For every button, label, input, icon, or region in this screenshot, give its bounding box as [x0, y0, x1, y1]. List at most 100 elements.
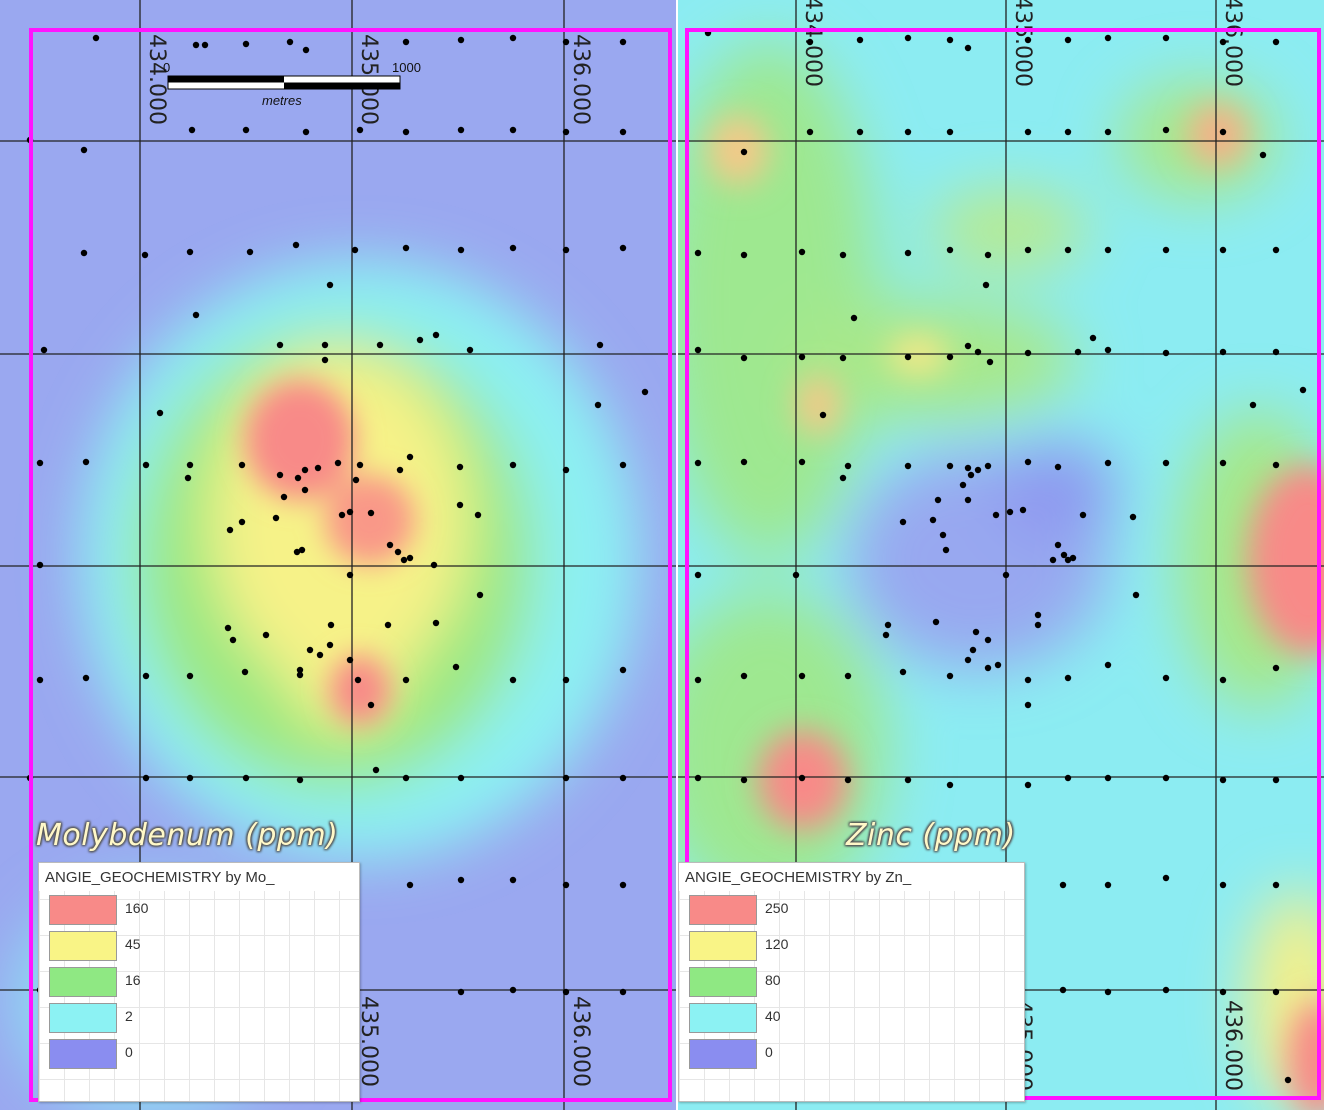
- legend-row: 250: [679, 891, 1024, 927]
- sample-point: [36, 676, 44, 684]
- sample-point: [974, 466, 982, 474]
- molybdenum-map-panel[interactable]: 434.000 435.000 436.000 435.000 436.000 …: [0, 0, 676, 1110]
- sample-point: [740, 672, 748, 680]
- sample-point: [992, 511, 1000, 519]
- sample-point: [562, 246, 570, 254]
- sample-point: [1129, 513, 1137, 521]
- legend-row: 0: [39, 1035, 359, 1071]
- sample-point: [1002, 571, 1010, 579]
- sample-point: [241, 668, 249, 676]
- sample-point: [904, 462, 912, 470]
- sample-point: [457, 988, 465, 996]
- sample-point: [280, 493, 288, 501]
- sample-point: [1132, 591, 1140, 599]
- sample-point: [367, 701, 375, 709]
- sample-point: [904, 249, 912, 257]
- sample-point: [1272, 461, 1280, 469]
- sample-point: [1219, 459, 1227, 467]
- sample-point: [286, 38, 294, 46]
- sample-point: [186, 774, 194, 782]
- legend-swatch: [689, 967, 757, 997]
- sample-point: [226, 526, 234, 534]
- sample-point: [1024, 128, 1032, 136]
- sample-point: [969, 646, 977, 654]
- sample-point: [224, 624, 232, 632]
- sample-point: [346, 508, 354, 516]
- sample-point: [1064, 674, 1072, 682]
- sample-point: [293, 548, 301, 556]
- sample-point: [1104, 774, 1112, 782]
- sample-point: [856, 36, 864, 44]
- zinc-map-title: Zinc (ppm): [846, 818, 1016, 853]
- sample-point: [92, 34, 100, 42]
- sample-point: [301, 486, 309, 494]
- sample-point: [959, 481, 967, 489]
- sample-point: [798, 458, 806, 466]
- sample-point: [1299, 386, 1307, 394]
- sample-point: [1249, 401, 1257, 409]
- legend-swatch: [49, 895, 117, 925]
- sample-point: [929, 516, 937, 524]
- sample-point: [994, 661, 1002, 669]
- sample-point: [142, 461, 150, 469]
- sample-point: [238, 461, 246, 469]
- scale-bar-end-label: 1000: [392, 60, 421, 75]
- sample-point: [186, 248, 194, 256]
- sample-point: [899, 518, 907, 526]
- zn-sample-points: [694, 29, 1307, 1084]
- sample-point: [1064, 36, 1072, 44]
- sample-point: [619, 881, 627, 889]
- sample-point: [619, 461, 627, 469]
- legend-label: 0: [125, 1044, 133, 1060]
- sample-point: [1064, 128, 1072, 136]
- sample-point: [1060, 551, 1068, 559]
- sample-point: [376, 341, 384, 349]
- sample-point: [964, 656, 972, 664]
- sample-point: [314, 464, 322, 472]
- sample-point: [1104, 459, 1112, 467]
- zinc-map-panel[interactable]: 434.000 435.000 436.000 435.000 436.000 …: [678, 0, 1324, 1110]
- sample-point: [402, 244, 410, 252]
- sample-point: [1104, 34, 1112, 42]
- sample-point: [844, 776, 852, 784]
- sample-point: [1024, 458, 1032, 466]
- sample-point: [562, 774, 570, 782]
- sample-point: [967, 471, 975, 479]
- sample-point: [562, 128, 570, 136]
- sample-point: [1219, 776, 1227, 784]
- sample-point: [1162, 774, 1170, 782]
- sample-point: [1219, 881, 1227, 889]
- sample-point: [406, 453, 414, 461]
- sample-point: [466, 346, 474, 354]
- sample-point: [856, 128, 864, 136]
- sample-point: [984, 462, 992, 470]
- sample-point: [694, 346, 702, 354]
- sample-point: [238, 518, 246, 526]
- sample-point: [192, 41, 200, 49]
- sample-point: [798, 672, 806, 680]
- sample-point: [40, 346, 48, 354]
- sample-point: [798, 248, 806, 256]
- sample-point: [839, 251, 847, 259]
- legend-swatch: [689, 895, 757, 925]
- sample-point: [1162, 126, 1170, 134]
- sample-point: [619, 244, 627, 252]
- sample-point: [974, 348, 982, 356]
- legend-label: 160: [125, 900, 149, 916]
- sample-point: [356, 461, 364, 469]
- legend-row: 0: [679, 1035, 1024, 1071]
- mo-grid-label-top-434: 434.000: [144, 34, 169, 125]
- sample-point: [509, 34, 517, 42]
- sample-point: [982, 281, 990, 289]
- sample-point: [904, 128, 912, 136]
- legend-row: 16: [39, 963, 359, 999]
- sample-point: [1024, 676, 1032, 684]
- sample-point: [509, 986, 517, 994]
- sample-point: [1054, 541, 1062, 549]
- sample-point: [641, 388, 649, 396]
- sample-point: [141, 251, 149, 259]
- sample-point: [1024, 701, 1032, 709]
- sample-point: [1054, 463, 1062, 471]
- sample-point: [262, 631, 270, 639]
- sample-point: [882, 631, 890, 639]
